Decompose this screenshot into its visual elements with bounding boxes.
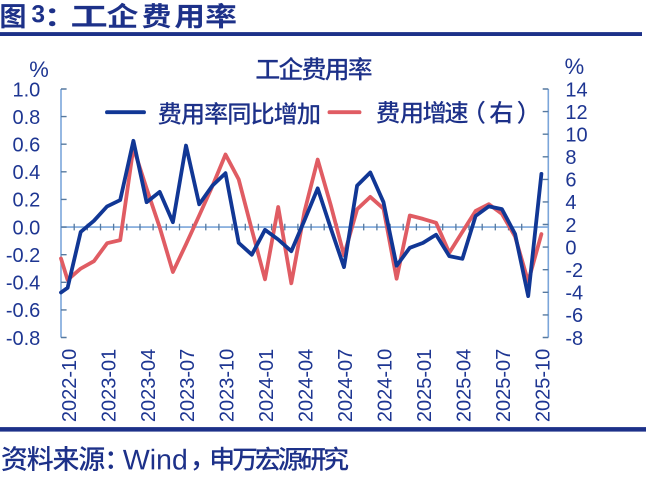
svg-text:2025-10: 2025-10 xyxy=(533,349,555,422)
svg-text:-6: -6 xyxy=(565,305,583,327)
svg-text:-0.4: -0.4 xyxy=(6,273,40,295)
svg-text:%: % xyxy=(565,54,585,79)
svg-text:1.0: 1.0 xyxy=(12,79,40,101)
svg-text:2024-07: 2024-07 xyxy=(335,349,357,422)
svg-text:2: 2 xyxy=(565,215,576,237)
svg-text:%: % xyxy=(29,57,49,82)
svg-text:-2: -2 xyxy=(565,260,583,282)
svg-text:2022-10: 2022-10 xyxy=(59,349,81,422)
svg-text:2023-04: 2023-04 xyxy=(138,349,160,422)
svg-text:14: 14 xyxy=(565,79,587,101)
svg-text:2024-10: 2024-10 xyxy=(375,349,397,422)
svg-text:0.0: 0.0 xyxy=(12,217,40,239)
svg-text:2023-10: 2023-10 xyxy=(217,349,239,422)
svg-text:-8: -8 xyxy=(565,328,583,350)
svg-text:2025-07: 2025-07 xyxy=(493,349,515,422)
svg-text:0.4: 0.4 xyxy=(12,162,40,184)
svg-text:0.6: 0.6 xyxy=(12,135,40,157)
svg-text:2024-04: 2024-04 xyxy=(296,349,318,422)
svg-text:2023-07: 2023-07 xyxy=(177,349,199,422)
svg-text:-0.2: -0.2 xyxy=(6,245,40,267)
svg-text:-4: -4 xyxy=(565,283,583,305)
svg-text:0.2: 0.2 xyxy=(12,190,40,212)
svg-text:2023-01: 2023-01 xyxy=(98,349,120,422)
svg-text:2024-01: 2024-01 xyxy=(256,349,278,422)
svg-text:2025-01: 2025-01 xyxy=(414,349,436,422)
svg-text:2025-04: 2025-04 xyxy=(454,349,476,422)
svg-text:10: 10 xyxy=(565,125,587,147)
svg-text:0: 0 xyxy=(565,237,576,259)
svg-text:-0.8: -0.8 xyxy=(6,328,40,350)
svg-text:6: 6 xyxy=(565,170,576,192)
svg-text:4: 4 xyxy=(565,192,576,214)
svg-text:0.8: 0.8 xyxy=(12,107,40,129)
svg-text:12: 12 xyxy=(565,102,587,124)
svg-text:8: 8 xyxy=(565,147,576,169)
svg-text:-0.6: -0.6 xyxy=(6,300,40,322)
